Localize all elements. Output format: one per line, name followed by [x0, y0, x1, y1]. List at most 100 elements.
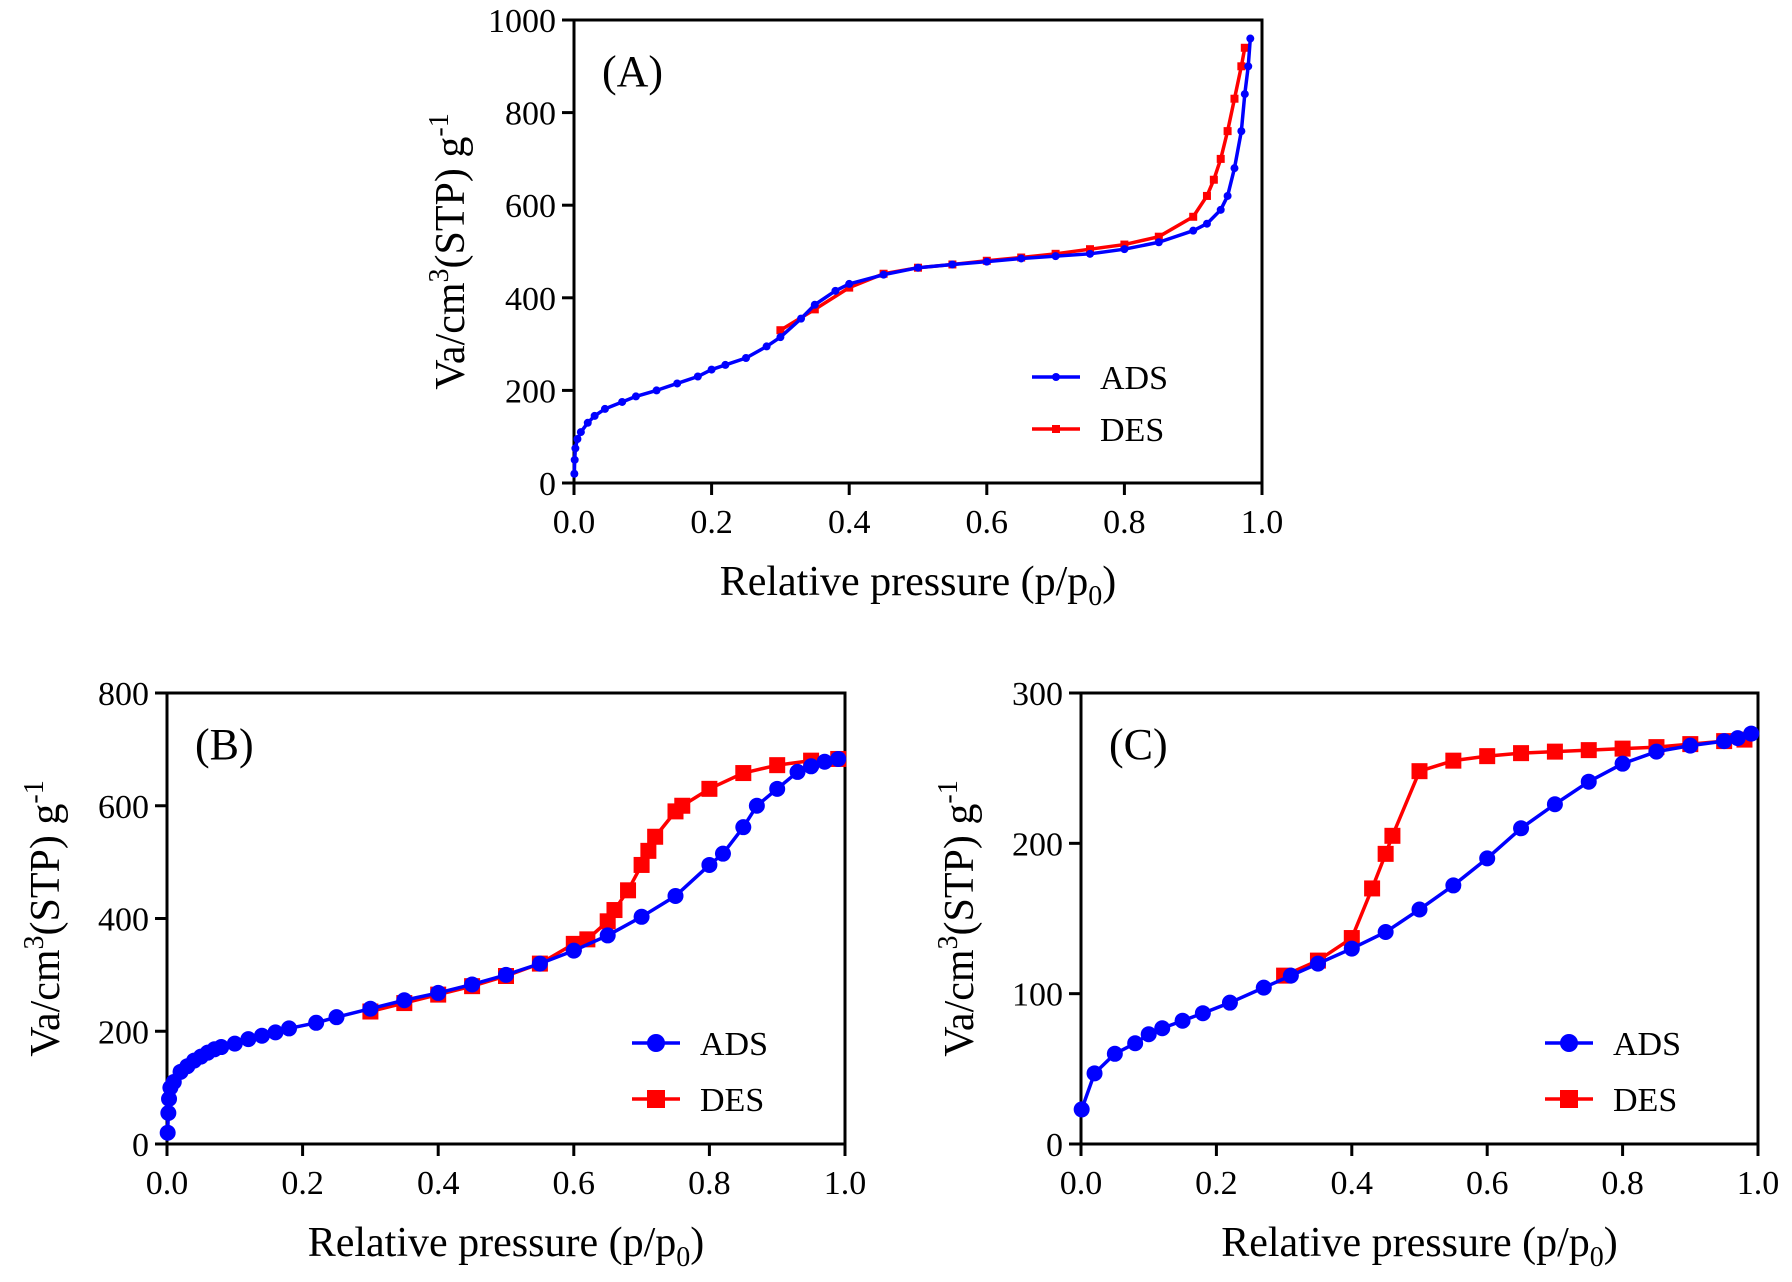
- data-point-ads: [1716, 733, 1733, 750]
- data-point-des: [735, 765, 752, 782]
- x-tick-label: 0.0: [146, 1165, 189, 1202]
- data-point-ads: [1282, 967, 1299, 984]
- x-tick-label: 0.2: [281, 1165, 324, 1202]
- y-tick-label: 200: [98, 1014, 149, 1051]
- data-point-ads: [1309, 955, 1326, 972]
- data-point-ads: [631, 392, 640, 401]
- y-axis-title-mid: (STP) g: [23, 804, 69, 936]
- data-point-ads: [1479, 850, 1496, 867]
- series-des: [776, 43, 1249, 335]
- x-tick-label: 0.0: [553, 504, 596, 541]
- data-point-ads: [1194, 1005, 1211, 1022]
- legend-label-des: DES: [1100, 412, 1164, 449]
- legend-label-ads: ADS: [1613, 1026, 1681, 1063]
- x-tick-label: 0.2: [690, 504, 733, 541]
- panel-label: (C): [1109, 720, 1168, 769]
- data-point-ads: [803, 758, 820, 775]
- y-axis-title: Va/cm3(STP) g-1: [424, 113, 474, 389]
- data-point-ads: [816, 753, 833, 770]
- data-point-des: [1513, 745, 1530, 762]
- x-axis-title-sub: 0: [1088, 581, 1102, 612]
- data-point-ads: [1445, 877, 1462, 894]
- data-point-ads: [769, 780, 786, 797]
- y-tick-label: 800: [505, 96, 556, 133]
- y-tick-label: 200: [505, 373, 556, 410]
- legend-marker-des: [1560, 1090, 1578, 1108]
- data-point-ads: [1546, 796, 1563, 813]
- data-point-ads: [1513, 820, 1530, 837]
- legend: ADS DES: [1032, 360, 1168, 449]
- data-point-ads: [1729, 730, 1746, 747]
- legend-marker-ads: [647, 1034, 665, 1052]
- data-point-ads: [742, 353, 750, 362]
- data-point-ads: [1086, 249, 1094, 258]
- x-axis-title: Relative pressure (p/p0): [308, 1220, 705, 1273]
- data-point-des: [1240, 43, 1249, 52]
- x-axis-title: Relative pressure (p/p0): [1221, 1220, 1618, 1273]
- panel-label: (B): [195, 720, 254, 769]
- x-axis-title-tail: ): [1102, 559, 1116, 605]
- data-point-des: [640, 842, 657, 859]
- data-point-des: [776, 326, 785, 335]
- data-point-ads: [618, 397, 627, 406]
- data-point-ads: [1580, 773, 1597, 790]
- data-point-ads: [1202, 219, 1211, 228]
- x-tick-label: 1.0: [824, 1165, 867, 1202]
- data-point-ads: [396, 992, 413, 1009]
- data-point-ads: [701, 856, 718, 873]
- y-tick-label: 400: [505, 281, 556, 318]
- data-point-ads: [830, 750, 847, 767]
- x-axis-title-main: Relative pressure (p/p: [308, 1220, 677, 1266]
- data-point-ads: [531, 955, 548, 972]
- y-tick-label: 0: [1046, 1127, 1063, 1164]
- data-point-ads: [789, 763, 806, 780]
- data-point-ads: [570, 469, 579, 478]
- data-point-ads: [693, 372, 702, 381]
- data-point-ads: [571, 444, 580, 453]
- data-point-des: [1377, 845, 1394, 862]
- data-point-ads: [1106, 1045, 1123, 1062]
- legend-marker-ads: [1052, 373, 1060, 381]
- x-axis-title-sub: 0: [676, 1242, 690, 1273]
- y-axis-title-sup2: -1: [424, 113, 455, 136]
- data-point-ads: [576, 428, 585, 437]
- data-point-ads: [240, 1031, 257, 1048]
- data-point-ads: [810, 300, 819, 309]
- data-point-ads: [1682, 737, 1699, 754]
- data-point-des: [1209, 175, 1218, 184]
- y-tick-label: 400: [98, 902, 149, 939]
- data-point-des: [1384, 827, 1401, 844]
- data-point-ads: [1648, 743, 1665, 760]
- data-point-ads: [1343, 940, 1360, 957]
- data-point-ads: [1086, 1065, 1103, 1082]
- data-point-ads: [652, 386, 661, 395]
- y-axis-title-sup: 3: [424, 268, 455, 282]
- legend-marker-des: [647, 1090, 665, 1108]
- data-point-ads: [1377, 924, 1394, 941]
- data-point-ads: [845, 279, 854, 288]
- data-point-des: [701, 780, 718, 797]
- x-axis-title-main: Relative pressure (p/p: [720, 559, 1089, 605]
- data-point-ads: [281, 1020, 298, 1037]
- data-point-ads: [982, 257, 991, 266]
- data-point-des: [1154, 232, 1163, 241]
- data-point-ads: [707, 365, 716, 374]
- data-point-ads: [1120, 245, 1129, 254]
- y-tick-label: 1000: [488, 3, 556, 40]
- x-tick-label: 0.8: [688, 1165, 731, 1202]
- x-tick-label: 0.6: [553, 1165, 596, 1202]
- data-point-ads: [1017, 254, 1026, 263]
- data-point-des: [810, 305, 819, 314]
- y-tick-label: 800: [98, 676, 149, 713]
- series-line-ads: [165, 757, 839, 1133]
- data-point-ads: [1051, 252, 1060, 261]
- data-point-ads: [362, 1000, 379, 1017]
- data-point-des: [1364, 880, 1381, 897]
- legend: ADS DES: [632, 1026, 768, 1119]
- data-point-ads: [1221, 994, 1238, 1011]
- data-point-des: [1230, 94, 1239, 103]
- data-point-ads: [583, 418, 592, 427]
- x-tick-label: 0.4: [417, 1165, 460, 1202]
- data-point-ads: [590, 411, 599, 420]
- data-point-ads: [430, 984, 447, 1001]
